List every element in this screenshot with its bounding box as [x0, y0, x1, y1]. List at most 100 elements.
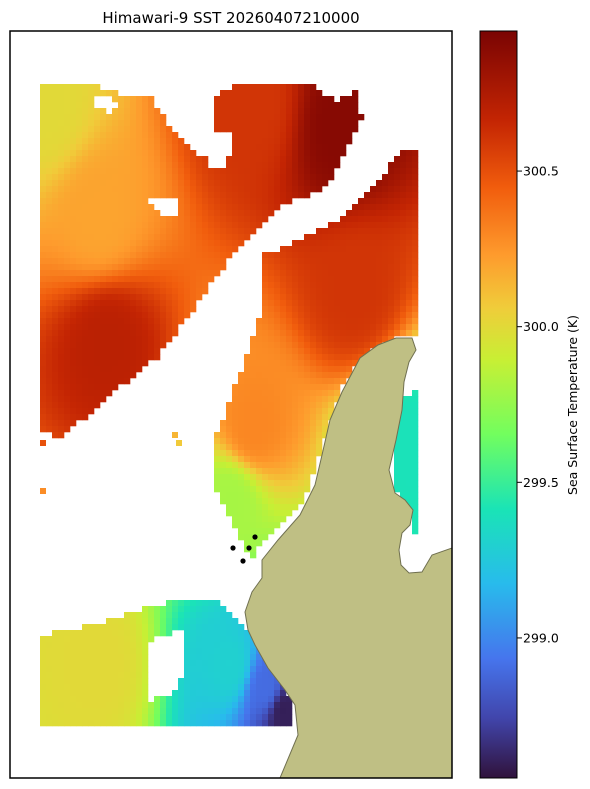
sst-cell: [148, 210, 155, 217]
sst-cell: [304, 390, 311, 397]
sst-cell: [142, 672, 149, 679]
sst-cell: [406, 330, 413, 337]
sst-cell: [232, 162, 239, 169]
sst-cell: [118, 696, 125, 703]
sst-cell: [268, 438, 275, 445]
sst-cell: [166, 162, 173, 169]
sst-cell: [250, 432, 257, 439]
sst-cell: [154, 120, 161, 127]
sst-cell: [262, 258, 269, 265]
sst-cell: [106, 234, 113, 241]
sst-cell: [52, 312, 59, 319]
sst-cell: [70, 372, 77, 379]
sst-cell: [190, 210, 197, 217]
sst-cell: [226, 468, 233, 475]
sst-cell: [238, 696, 245, 703]
sst-cell: [292, 474, 299, 481]
sst-cell: [244, 654, 251, 661]
sst-cell: [244, 684, 251, 691]
sst-cell: [148, 180, 155, 187]
sst-cell: [106, 672, 113, 679]
sst-cell: [286, 510, 293, 517]
sst-cell: [232, 204, 239, 211]
sst-cell: [70, 642, 77, 649]
sst-cell: [238, 642, 245, 649]
sst-cell: [70, 654, 77, 661]
sst-cell: [412, 486, 419, 493]
sst-cell: [412, 414, 419, 421]
sst-cell: [286, 282, 293, 289]
sst-cell: [88, 180, 95, 187]
sst-cell: [52, 132, 59, 139]
sst-cell: [76, 408, 83, 415]
sst-cell: [298, 150, 305, 157]
sst-cell: [268, 300, 275, 307]
sst-cell: [106, 366, 113, 373]
sst-cell: [262, 462, 269, 469]
sst-cell: [184, 240, 191, 247]
sst-cell: [106, 294, 113, 301]
sst-cell: [148, 306, 155, 313]
sst-cell: [196, 618, 203, 625]
sst-cell: [316, 312, 323, 319]
sst-cell: [346, 372, 353, 379]
sst-cell: [70, 648, 77, 655]
sst-cell: [322, 414, 329, 421]
sst-cell: [94, 630, 101, 637]
sst-cell: [112, 246, 119, 253]
sst-cell: [238, 462, 245, 469]
sst-cell: [250, 144, 257, 151]
sst-cell: [256, 522, 263, 529]
sst-cell: [166, 306, 173, 313]
sst-cell: [256, 114, 263, 121]
sst-cell: [232, 240, 239, 247]
sst-cell: [118, 246, 125, 253]
sst-cell: [394, 258, 401, 265]
sst-cell: [310, 354, 317, 361]
sst-cell: [196, 606, 203, 613]
sst-cell: [274, 174, 281, 181]
sst-cell: [328, 330, 335, 337]
sst-cell: [82, 708, 89, 715]
sst-cell: [292, 168, 299, 175]
sst-cell: [280, 390, 287, 397]
sst-cell: [322, 264, 329, 271]
sst-cell: [154, 624, 161, 631]
sst-cell: [262, 150, 269, 157]
sst-cell: [412, 330, 419, 337]
sst-cell: [76, 90, 83, 97]
sst-cell: [94, 294, 101, 301]
sst-cell: [130, 270, 137, 277]
sst-cell: [268, 336, 275, 343]
sst-cell: [88, 348, 95, 355]
sst-cell: [238, 402, 245, 409]
sst-cell: [112, 252, 119, 259]
sst-cell: [250, 210, 257, 217]
sst-cell: [388, 198, 395, 205]
sst-cell: [124, 708, 131, 715]
sst-cell: [100, 264, 107, 271]
sst-cell: [304, 264, 311, 271]
sst-cell: [190, 630, 197, 637]
sst-cell: [238, 420, 245, 427]
sst-cell: [328, 282, 335, 289]
sst-cell: [226, 102, 233, 109]
sst-cell: [322, 372, 329, 379]
sst-cell: [328, 144, 335, 151]
sst-cell: [286, 90, 293, 97]
sst-cell: [322, 348, 329, 355]
sst-cell: [118, 684, 125, 691]
sst-cell: [220, 642, 227, 649]
sst-cell: [136, 252, 143, 259]
sst-cell: [316, 300, 323, 307]
sst-cell: [106, 654, 113, 661]
sst-cell: [64, 192, 71, 199]
sst-cell: [280, 474, 287, 481]
sst-cell: [364, 246, 371, 253]
sst-cell: [76, 270, 83, 277]
sst-cell: [298, 378, 305, 385]
sst-cell: [52, 702, 59, 709]
sst-cell: [352, 90, 359, 97]
sst-cell: [142, 336, 149, 343]
sst-cell: [238, 108, 245, 115]
